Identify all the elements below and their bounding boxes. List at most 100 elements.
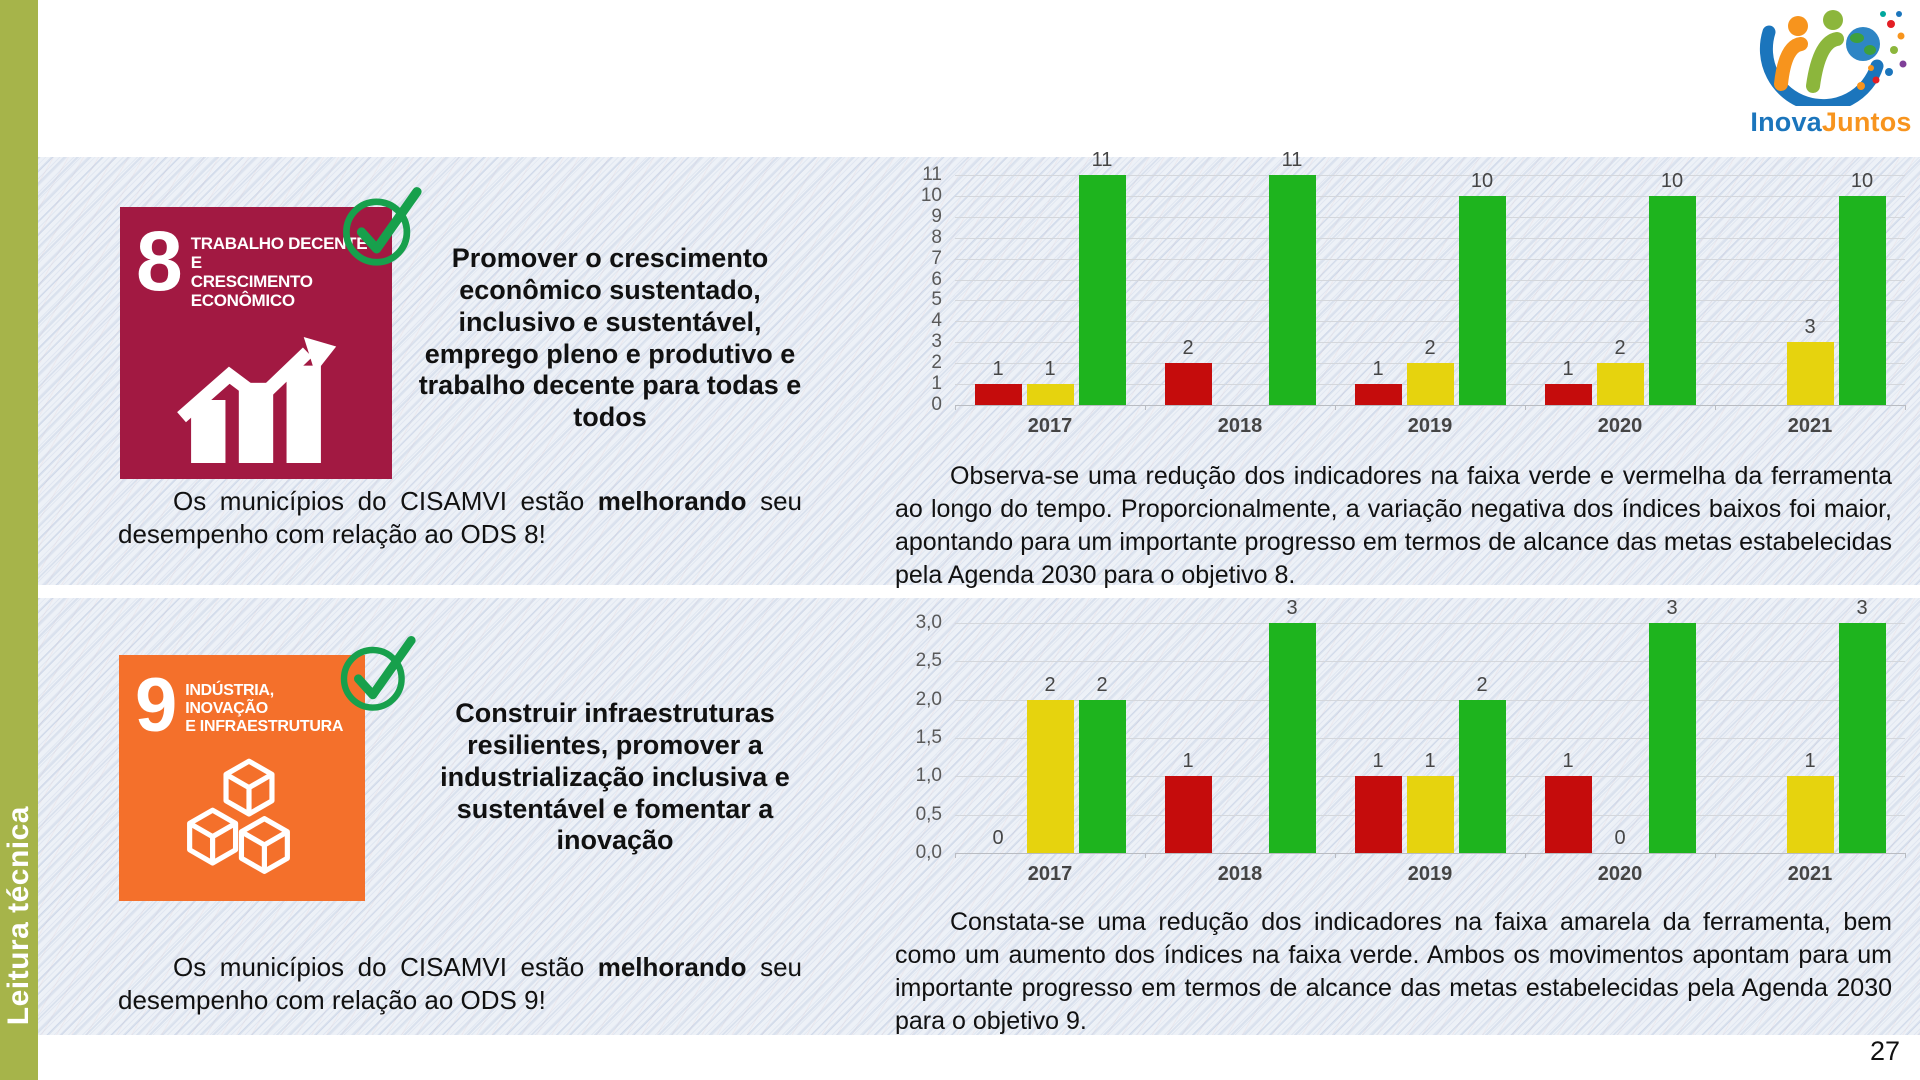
y-axis-tick-label: 2,0 (915, 688, 942, 710)
caption-text: Os municípios do CISAMVI estão (173, 952, 598, 982)
chart-bar (1458, 195, 1506, 405)
chart-bar (1026, 699, 1074, 853)
bar-value-label: 2 (1096, 673, 1108, 696)
ods8-chart: 11 10 9 8 7 6 5 4 3 2 1 0 2017 1 1 11 2018 2 11 2019 1 2 10 202… (880, 149, 1906, 457)
gridline (955, 216, 1905, 218)
ods8-analysis: Observa-se uma redução dos indicadores n… (895, 462, 1892, 589)
bar-value-label: 2 (1182, 337, 1194, 360)
chart-bar (1078, 699, 1126, 853)
ods8-caption: Os municípios do CISAMVI estão melhorand… (118, 485, 802, 550)
chart-bar (1354, 776, 1402, 853)
chart-bar (1268, 175, 1316, 405)
ods8-tile: 8 TRABALHO DECENTE E CRESCIMENTO ECONÔMI… (120, 207, 392, 479)
y-axis-tick-label: 4 (931, 310, 942, 332)
gridline (955, 321, 1905, 323)
x-axis-category-label: 2017 (1027, 415, 1073, 437)
bar-value-label: 11 (1281, 149, 1303, 171)
gridline (955, 258, 1905, 260)
growth-chart-icon (177, 337, 337, 463)
section-ods9: 9 INDÚSTRIA, INOVAÇÃO E INFRAESTRUTURA C… (38, 597, 1920, 1035)
gridline (955, 279, 1905, 281)
bar-value-label: 10 (1850, 169, 1874, 192)
x-axis-tick (1905, 853, 1906, 858)
y-axis-tick-label: 2,5 (915, 650, 942, 672)
x-axis-category-label: 2020 (1597, 415, 1643, 437)
ods9-caption: Os municípios do CISAMVI estão melhorand… (118, 951, 802, 1016)
x-axis-tick (955, 853, 956, 858)
chart-bar (1164, 776, 1212, 853)
cubes-icon (158, 747, 326, 887)
bar-value-label: 1 (1044, 358, 1056, 381)
chart-bar (1406, 776, 1454, 853)
caption-bold: melhorando (597, 486, 747, 516)
gridline (955, 175, 1905, 176)
x-axis-tick (1525, 853, 1526, 858)
x-axis-tick (1905, 405, 1906, 410)
caption-text: seu desempenho com relação ao ODS 8! (118, 486, 802, 549)
bar-value-label: 11 (1091, 149, 1113, 171)
y-axis-tick-label: 11 (922, 164, 942, 185)
gridline (955, 300, 1905, 302)
chart-bar (1596, 363, 1644, 405)
chart-bar (1648, 195, 1696, 405)
page-number: 27 (1869, 1036, 1900, 1066)
y-axis-tick-label: 2 (931, 352, 942, 374)
ods9-tile-header: 9 INDÚSTRIA, INOVAÇÃO E INFRAESTRUTURA (119, 655, 365, 748)
ods9-goal-number: 9 (135, 663, 177, 748)
x-axis-tick (1335, 405, 1336, 410)
bar-value-label: 1 (1804, 750, 1816, 773)
chart-bar (1544, 384, 1592, 405)
bar-value-label: 1 (1372, 358, 1384, 381)
bar-value-label: 1 (1372, 750, 1384, 773)
gridline (955, 661, 1905, 663)
y-axis-tick-label: 1,5 (915, 727, 942, 748)
chart-bar (974, 384, 1022, 405)
chart-bar (1544, 776, 1592, 853)
y-axis-tick-label: 3,0 (915, 612, 942, 633)
x-axis-category-label: 2018 (1217, 863, 1263, 885)
bar-value-label: 2 (1614, 337, 1626, 360)
bar-value-label: 2 (1424, 337, 1436, 360)
y-axis-tick-label: 1,0 (915, 765, 942, 787)
bar-value-label: 10 (1470, 169, 1494, 192)
caption-bold: melhorando (597, 952, 747, 982)
gridline (955, 237, 1905, 239)
y-axis-tick-label: 7 (931, 247, 942, 269)
y-axis-tick-label: 8 (931, 226, 942, 248)
chart-bar (1838, 623, 1886, 853)
gridline (955, 738, 1905, 739)
section-ods8: 8 TRABALHO DECENTE E CRESCIMENTO ECONÔMI… (38, 149, 1920, 589)
y-axis-tick-label: 9 (931, 205, 942, 227)
bar-value-label: 1 (1562, 750, 1574, 773)
bar-value-label: 3 (1804, 316, 1816, 339)
x-axis-line (955, 853, 1905, 854)
ods9-analysis: Constata-se uma redução dos indicadores … (895, 908, 1892, 1035)
x-axis-tick (1715, 853, 1716, 858)
bar-value-label: 1 (1562, 358, 1574, 381)
x-axis-line (955, 405, 1905, 406)
y-axis-tick-label: 1 (931, 373, 942, 395)
ods8-tile-header: 8 TRABALHO DECENTE E CRESCIMENTO ECONÔMI… (120, 207, 392, 310)
logo-wordmark: InovaJuntos (1750, 107, 1912, 137)
y-axis-tick-label: 0 (931, 394, 942, 415)
gridline (955, 342, 1905, 344)
x-axis-category-label: 2019 (1407, 415, 1453, 437)
ods9-chart: 3,0 2,5 2,0 1,5 1,0 0,5 0,0 2017 0 2 2 2018 1 3 2019 1 1… (880, 597, 1906, 905)
left-color-band: Leitura técnica (0, 0, 38, 1080)
gridline (955, 623, 1905, 624)
check-icon (340, 636, 416, 711)
bar-value-label: 0 (1614, 827, 1626, 849)
gridline (955, 699, 1905, 701)
bar-value-label: 1 (1424, 750, 1436, 773)
bar-value-label: 2 (1476, 673, 1488, 696)
x-axis-tick (1145, 853, 1146, 858)
bar-value-label: 10 (1660, 169, 1684, 192)
bar-value-label: 2 (1044, 673, 1056, 696)
chart-bar (1354, 384, 1402, 405)
chart-bar (1786, 342, 1834, 405)
y-axis-tick-label: 3 (931, 331, 942, 353)
side-band-label: Leitura técnica (2, 805, 35, 1025)
ods8-goal-number: 8 (136, 214, 183, 308)
y-axis-tick-label: 0,0 (915, 842, 942, 863)
chart-bar (1078, 175, 1126, 405)
